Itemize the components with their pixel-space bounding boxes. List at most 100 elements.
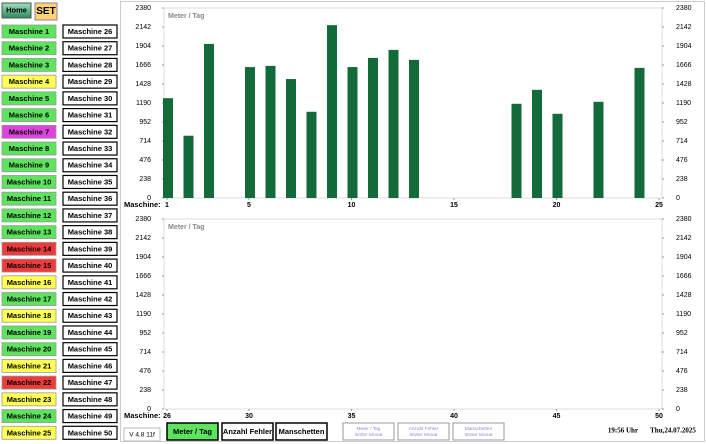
footer-button-bg	[221, 422, 274, 441]
machine-button[interactable]: Maschine 43	[62, 308, 118, 323]
machine-button-bg	[62, 258, 118, 273]
y2-tick-label: 2380	[676, 216, 692, 223]
machine-label: Maschine 15	[7, 261, 52, 270]
y-tick-label: 714	[139, 138, 151, 145]
footer-button-bg	[275, 422, 328, 441]
bar	[634, 67, 645, 198]
machine-button[interactable]: Maschine 11	[1, 191, 57, 206]
machine-button-bg	[62, 74, 118, 89]
machine-button[interactable]: Maschine 8	[1, 141, 57, 156]
machine-button[interactable]: Maschine 19	[1, 325, 57, 340]
y2-tick-label: 1666	[676, 62, 692, 69]
machine-button[interactable]: Maschine 39	[62, 241, 118, 256]
machine-button[interactable]: Maschine 23	[1, 392, 57, 407]
machine-button[interactable]: Maschine 22	[1, 375, 57, 390]
footer-button-label: Meter / Tag	[357, 426, 381, 432]
machine-button[interactable]: Maschine 50	[62, 425, 118, 440]
set-button[interactable]: SET	[34, 2, 58, 21]
machine-button[interactable]: Maschine 7	[1, 124, 57, 139]
machine-button-bg	[62, 107, 118, 123]
home-button[interactable]: Home	[1, 2, 32, 19]
machine-label: Maschine 7	[9, 127, 49, 136]
machine-button[interactable]: Maschine 6	[1, 108, 57, 122]
machine-label: Maschine 17	[7, 295, 52, 304]
machine-button[interactable]: Maschine 9	[1, 158, 57, 173]
machine-button[interactable]: Maschine 27	[62, 41, 118, 56]
y-tick-label: 2142	[135, 235, 151, 242]
machine-button[interactable]: Maschine 36	[62, 191, 118, 206]
machine-label: Maschine 27	[68, 44, 113, 53]
y-tick-label: 2142	[135, 24, 151, 31]
machine-button-bg	[62, 41, 118, 56]
y-tick-label: 1666	[135, 273, 151, 280]
x-tick-label: 50	[655, 413, 663, 420]
machine-label: Maschine 14	[7, 244, 52, 253]
machine-label: Maschine 10	[7, 177, 52, 186]
machine-button-bg	[1, 175, 57, 189]
footer-button[interactable]: Meter / Tag	[166, 422, 219, 441]
y2-tick-label: 0	[676, 195, 680, 202]
machine-button-bg	[62, 174, 118, 190]
machine-button[interactable]: Maschine 24	[1, 409, 57, 423]
machine-button[interactable]: Maschine 21	[1, 358, 57, 373]
machine-button[interactable]: Maschine 26	[62, 24, 118, 39]
machine-button[interactable]: Maschine 28	[62, 57, 118, 73]
machine-button[interactable]: Maschine 47	[62, 375, 118, 390]
machine-button[interactable]: Maschine 10	[1, 175, 57, 189]
machine-button[interactable]: Maschine 37	[62, 208, 118, 223]
machine-label: Maschine 22	[7, 378, 52, 387]
machine-button-bg	[62, 57, 118, 73]
y-tick-label: 238	[139, 387, 151, 394]
footer-button[interactable]: Anzahl Fehler	[221, 422, 274, 441]
y2-tick-label: 714	[676, 138, 688, 145]
machine-button[interactable]: Maschine 41	[62, 275, 118, 290]
machine-button[interactable]: Maschine 2	[1, 41, 57, 56]
machine-button-bg	[1, 241, 57, 256]
machine-button[interactable]: Maschine 45	[62, 342, 118, 357]
machine-label: Maschine 16	[7, 278, 52, 287]
machine-button-bg	[1, 74, 57, 89]
machine-button[interactable]: Maschine 33	[62, 141, 118, 156]
machine-button[interactable]: Maschine 20	[1, 342, 57, 357]
machine-label: Maschine 8	[9, 144, 49, 153]
machine-button[interactable]: Maschine 1	[1, 24, 57, 39]
home-label: Home	[6, 5, 27, 14]
machine-button[interactable]: Maschine 4	[1, 74, 57, 89]
machine-button[interactable]: Maschine 17	[1, 292, 57, 306]
bar	[532, 89, 542, 198]
machine-button[interactable]: Maschine 38	[62, 225, 118, 240]
machine-button[interactable]: Maschine 49	[62, 408, 118, 424]
machine-button[interactable]: Maschine 3	[1, 58, 57, 72]
y2-tick-label: 238	[676, 387, 688, 394]
footer-button-label: Meter / Tag	[173, 427, 212, 436]
machine-button[interactable]: Maschine 34	[62, 158, 118, 173]
machine-button-bg	[62, 425, 118, 440]
machine-button[interactable]: Maschine 25	[1, 425, 57, 440]
machine-button[interactable]: Maschine 44	[62, 325, 118, 340]
machine-button[interactable]: Maschine 13	[1, 225, 57, 240]
machine-button[interactable]: Maschine 5	[1, 91, 57, 106]
machine-button[interactable]: Maschine 16	[1, 275, 57, 290]
machine-button[interactable]: Maschine 31	[62, 107, 118, 123]
machine-button[interactable]: Maschine 35	[62, 174, 118, 190]
machine-button[interactable]: Maschine 48	[62, 392, 118, 407]
machine-button[interactable]: Maschine 42	[62, 291, 118, 307]
x-tick-label: 25	[655, 202, 663, 209]
machine-button-bg	[62, 191, 118, 206]
machine-button[interactable]: Maschine 12	[1, 208, 57, 223]
machine-label: Maschine 18	[7, 311, 52, 320]
machine-button[interactable]: Maschine 18	[1, 308, 57, 323]
machine-button[interactable]: Maschine 29	[62, 74, 118, 89]
machine-button[interactable]: Maschine 46	[62, 358, 118, 373]
machine-button[interactable]: Maschine 40	[62, 258, 118, 273]
machine-button[interactable]: Maschine 30	[62, 91, 118, 106]
footer-button[interactable]: Manschetten	[275, 422, 328, 441]
machine-button-bg	[1, 208, 57, 223]
machine-button-bg	[1, 358, 57, 373]
machine-button[interactable]: Maschine 14	[1, 241, 57, 256]
machine-button[interactable]: Maschine 15	[1, 258, 57, 273]
machine-button[interactable]: Maschine 32	[62, 124, 118, 139]
machine-button-bg	[62, 208, 118, 223]
machine-button-bg	[1, 292, 57, 306]
footer-button-label: Manschetten	[465, 426, 493, 432]
